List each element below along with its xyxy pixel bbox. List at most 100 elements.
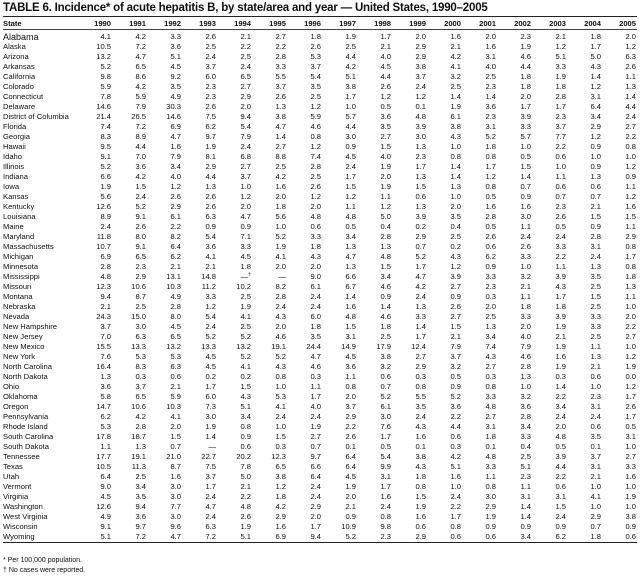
incidence-value: 1.2 [625, 382, 636, 391]
incidence-value: 1.3 [590, 172, 601, 181]
incidence-value: 2.3 [485, 112, 496, 121]
incidence-value: 2.3 [380, 532, 391, 541]
incidence-value: 1.3 [275, 102, 286, 111]
incidence-value: 2.6 [205, 202, 216, 211]
incidence-value: 4.1 [450, 62, 461, 71]
incidence-value: 1.6 [275, 182, 286, 191]
incidence-value: 1.8 [520, 82, 531, 91]
incidence-value: 4.2 [345, 62, 356, 71]
incidence-value: 2.2 [625, 322, 636, 331]
incidence-value: 6.4 [100, 472, 111, 481]
incidence-value: 2.5 [590, 282, 601, 291]
incidence-value: 2.4 [310, 292, 321, 301]
incidence-value: 1.3 [205, 182, 216, 191]
incidence-value: 3.8 [415, 62, 426, 71]
incidence-value: 5.5 [415, 392, 426, 401]
incidence-value: 1.1 [485, 472, 496, 481]
incidence-value: 17.9 [376, 342, 391, 351]
incidence-value: 6.6 [100, 172, 111, 181]
incidence-value: 2.4 [415, 412, 426, 421]
incidence-value: 3.4 [170, 162, 181, 171]
incidence-value: 3.7 [450, 352, 461, 361]
incidence-value: 1.5 [275, 432, 286, 441]
incidence-value: 4.7 [205, 502, 216, 511]
incidence-value: 1.0 [275, 382, 286, 391]
incidence-value: 3.7 [415, 72, 426, 81]
incidence-value: 1.4 [450, 92, 461, 101]
incidence-value: 0.9 [345, 512, 356, 521]
incidence-value: 2.6 [170, 192, 181, 201]
incidence-value: 4.9 [170, 292, 181, 301]
incidence-value: 4.0 [380, 52, 391, 61]
column-header-1993: 1993 [182, 16, 217, 30]
incidence-value: 11.3 [131, 462, 146, 471]
incidence-value: 6.6 [345, 272, 356, 281]
incidence-value: 3.9 [555, 452, 566, 461]
incidence-value: 0.4 [380, 222, 391, 231]
incidence-value: 1.9 [555, 322, 566, 331]
incidence-value: 2.1 [590, 202, 601, 211]
incidence-value: 3.1 [625, 432, 636, 441]
incidence-value: 7.2 [135, 122, 146, 131]
incidence-value: 3.4 [485, 332, 496, 341]
incidence-value: 0.7 [590, 192, 601, 201]
incidence-value: 5.1 [450, 462, 461, 471]
incidence-value: 3.8 [345, 82, 356, 91]
incidence-value: 4.1 [205, 252, 216, 261]
incidence-value: 4.7 [170, 132, 181, 141]
incidence-value: 1.7 [345, 172, 356, 181]
incidence-value: 2.4 [310, 302, 321, 311]
incidence-value: 1.7 [380, 432, 391, 441]
incidence-value: 2.7 [240, 82, 251, 91]
incidence-value: 0.8 [450, 152, 461, 161]
incidence-value: 0.5 [625, 422, 636, 431]
incidence-value: 2.1 [520, 282, 531, 291]
incidence-value: 4.3 [590, 62, 601, 71]
incidence-value: 4.8 [380, 252, 391, 261]
incidence-value: 3.4 [345, 232, 356, 241]
incidence-value: 2.5 [275, 162, 286, 171]
incidence-value: 0.6 [590, 182, 601, 191]
incidence-value: 4.2 [135, 32, 146, 41]
incidence-value: 2.2 [625, 132, 636, 141]
incidence-value: 2.0 [240, 102, 251, 111]
incidence-value: 7.2 [135, 42, 146, 51]
incidence-value: 0.3 [485, 372, 496, 381]
table-row: Rhode Island 5.3 2.8 2.0 1.9 0.8 1.0 1.9 2.2 7.6 4… [3, 422, 637, 432]
incidence-value: 15.5 [96, 342, 111, 351]
incidence-value: 2.9 [170, 202, 181, 211]
incidence-value: 0.9 [590, 162, 601, 171]
column-header-2005: 2005 [602, 16, 637, 30]
incidence-value: 2.6 [205, 102, 216, 111]
incidence-value: 2.7 [485, 362, 496, 371]
incidence-value: 5.1 [520, 462, 531, 471]
incidence-value: 4.8 [240, 502, 251, 511]
incidence-value: 8.1 [205, 152, 216, 161]
incidence-value: 3.5 [380, 122, 391, 131]
incidence-value: 10.2 [236, 282, 251, 291]
incidence-value: 2.3 [555, 112, 566, 121]
incidence-value: 4.6 [380, 282, 391, 291]
incidence-value: 4.4 [345, 52, 356, 61]
incidence-value: 1.2 [380, 92, 391, 101]
incidence-value: 5.2 [205, 332, 216, 341]
incidence-value: 0.9 [520, 522, 531, 531]
incidence-value: 6.3 [625, 52, 636, 61]
incidence-value: 2.3 [415, 152, 426, 161]
incidence-value: 3.3 [625, 462, 636, 471]
incidence-value: 2.4 [205, 322, 216, 331]
incidence-value: 1.8 [310, 322, 321, 331]
incidence-value: 2.7 [625, 332, 636, 341]
incidence-value: 3.8 [625, 512, 636, 521]
incidence-value: 2.9 [415, 52, 426, 61]
state-name: Massachusetts [3, 242, 54, 251]
incidence-value: 4.8 [345, 212, 356, 221]
incidence-value: 8.3 [135, 362, 146, 371]
incidence-value: 0.9 [345, 142, 356, 151]
incidence-value: — [208, 442, 216, 451]
incidence-value: 2.4 [345, 162, 356, 171]
incidence-value: 1.0 [590, 382, 601, 391]
incidence-value: 3.6 [520, 402, 531, 411]
table-row: Delaware 14.6 7.9 30.3 2.6 2.0 1.3 1.2 1.0 0.5 0.1… [3, 102, 637, 112]
incidence-value: 2.9 [310, 502, 321, 511]
